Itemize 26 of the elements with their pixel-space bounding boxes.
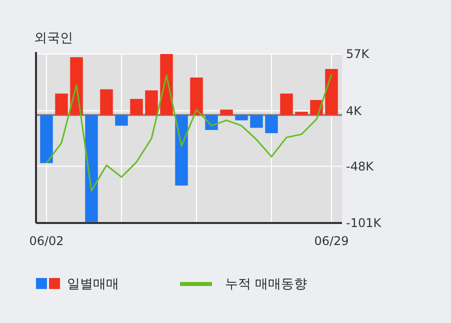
bar	[220, 110, 233, 115]
bar	[235, 114, 248, 120]
bar	[100, 89, 113, 115]
bar	[130, 98, 143, 115]
y-tick-label: 4K	[346, 104, 363, 118]
bar	[265, 114, 278, 134]
bar	[295, 112, 308, 115]
x-tick-label: 06/29	[314, 234, 349, 248]
chart-title: 외국인	[34, 31, 73, 46]
bar	[145, 90, 158, 115]
x-tick-label: 06/02	[29, 234, 64, 248]
y-tick-label: -48K	[346, 160, 375, 174]
bar	[115, 114, 128, 126]
legend-label: 일별매매	[67, 277, 119, 292]
bar	[175, 114, 188, 186]
bar	[325, 68, 338, 115]
y-tick-label: -101K	[346, 216, 382, 230]
bar	[250, 114, 263, 128]
bar	[190, 78, 203, 115]
y-tick-label: 57K	[346, 47, 370, 62]
bar	[40, 114, 53, 164]
bar	[55, 94, 68, 115]
bar	[85, 114, 98, 222]
line-series	[46, 74, 332, 192]
bar	[280, 94, 293, 115]
legend-label: 누적 매매동향	[225, 277, 308, 292]
